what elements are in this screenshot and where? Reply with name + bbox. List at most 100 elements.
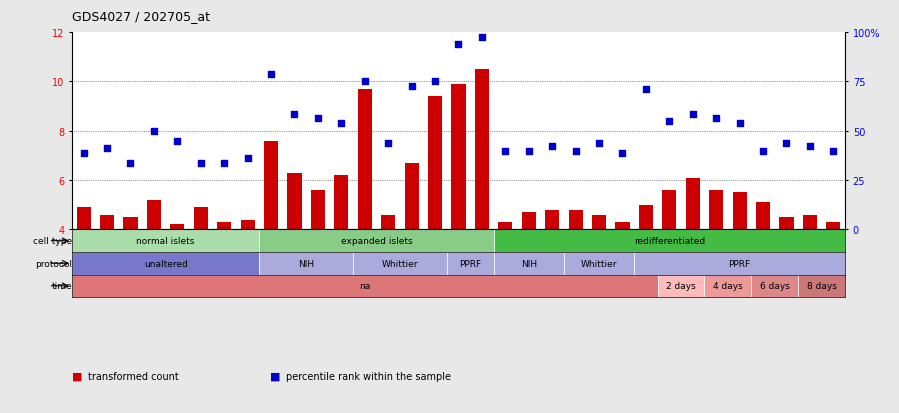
Point: [826, 148, 841, 154]
Bar: [241, 220, 254, 230]
Bar: [568, 210, 583, 230]
Bar: [428, 97, 442, 230]
Point: [568, 148, 583, 154]
Bar: [498, 223, 512, 230]
Text: 8 days: 8 days: [806, 282, 837, 291]
Bar: [311, 190, 325, 230]
Point: [686, 111, 700, 118]
FancyBboxPatch shape: [353, 252, 447, 275]
Text: PPRF: PPRF: [459, 259, 481, 268]
Text: cell type: cell type: [32, 237, 72, 246]
Point: [358, 79, 372, 85]
Text: protocol: protocol: [35, 259, 72, 268]
Bar: [451, 85, 466, 230]
Point: [498, 148, 512, 154]
Point: [405, 84, 419, 90]
Text: Whittier: Whittier: [581, 259, 618, 268]
Point: [451, 42, 466, 49]
FancyBboxPatch shape: [658, 275, 705, 297]
Text: NIH: NIH: [521, 259, 537, 268]
Text: 4 days: 4 days: [713, 282, 743, 291]
Text: time: time: [51, 282, 72, 291]
FancyBboxPatch shape: [259, 252, 353, 275]
Text: PPRF: PPRF: [728, 259, 751, 268]
FancyBboxPatch shape: [634, 252, 845, 275]
FancyBboxPatch shape: [259, 230, 494, 252]
Point: [733, 121, 747, 127]
Bar: [616, 223, 629, 230]
Point: [779, 140, 794, 147]
FancyBboxPatch shape: [72, 230, 259, 252]
FancyBboxPatch shape: [494, 252, 564, 275]
Bar: [592, 215, 606, 230]
Bar: [686, 178, 699, 230]
Point: [334, 121, 349, 127]
FancyBboxPatch shape: [494, 230, 845, 252]
Point: [288, 111, 302, 118]
Point: [100, 145, 114, 152]
Bar: [358, 90, 372, 230]
Bar: [779, 218, 794, 230]
Point: [592, 140, 606, 147]
Bar: [194, 208, 208, 230]
Point: [170, 138, 184, 145]
Bar: [381, 215, 396, 230]
Point: [381, 140, 396, 147]
Text: transformed count: transformed count: [88, 371, 179, 381]
FancyBboxPatch shape: [72, 252, 259, 275]
Point: [147, 128, 161, 135]
Bar: [545, 210, 559, 230]
Bar: [521, 213, 536, 230]
Text: normal islets: normal islets: [137, 237, 195, 246]
Point: [709, 116, 724, 123]
Bar: [405, 164, 419, 230]
Bar: [475, 70, 489, 230]
Bar: [170, 225, 184, 230]
Point: [311, 116, 325, 123]
Point: [545, 143, 559, 150]
Text: NIH: NIH: [298, 259, 315, 268]
Text: expanded islets: expanded islets: [341, 237, 413, 246]
Point: [428, 79, 442, 85]
Bar: [100, 215, 114, 230]
Text: ■: ■: [270, 371, 280, 381]
Point: [615, 150, 629, 157]
FancyBboxPatch shape: [705, 275, 752, 297]
Text: unaltered: unaltered: [144, 259, 188, 268]
FancyBboxPatch shape: [564, 252, 634, 275]
Bar: [709, 190, 723, 230]
Point: [803, 143, 817, 150]
FancyBboxPatch shape: [72, 275, 658, 297]
Bar: [663, 190, 676, 230]
Point: [756, 148, 770, 154]
Text: GDS4027 / 202705_at: GDS4027 / 202705_at: [72, 10, 210, 23]
Text: percentile rank within the sample: percentile rank within the sample: [286, 371, 451, 381]
Text: ■: ■: [72, 371, 83, 381]
Bar: [803, 215, 817, 230]
Point: [240, 155, 254, 162]
FancyBboxPatch shape: [752, 275, 798, 297]
Bar: [756, 203, 770, 230]
Text: redifferentiated: redifferentiated: [634, 237, 705, 246]
Text: 6 days: 6 days: [760, 282, 789, 291]
FancyBboxPatch shape: [798, 275, 845, 297]
FancyBboxPatch shape: [447, 252, 494, 275]
Bar: [639, 205, 653, 230]
Point: [193, 160, 208, 167]
Text: na: na: [360, 282, 370, 291]
Bar: [218, 223, 231, 230]
Point: [663, 118, 677, 125]
Bar: [76, 208, 91, 230]
Bar: [147, 200, 161, 230]
Point: [76, 150, 91, 157]
Bar: [123, 218, 138, 230]
Point: [264, 71, 279, 78]
Text: 2 days: 2 days: [666, 282, 696, 291]
Point: [638, 86, 653, 93]
Bar: [334, 176, 349, 230]
Bar: [826, 223, 841, 230]
Bar: [264, 141, 278, 230]
Point: [123, 160, 138, 167]
Point: [217, 160, 231, 167]
Bar: [733, 193, 747, 230]
